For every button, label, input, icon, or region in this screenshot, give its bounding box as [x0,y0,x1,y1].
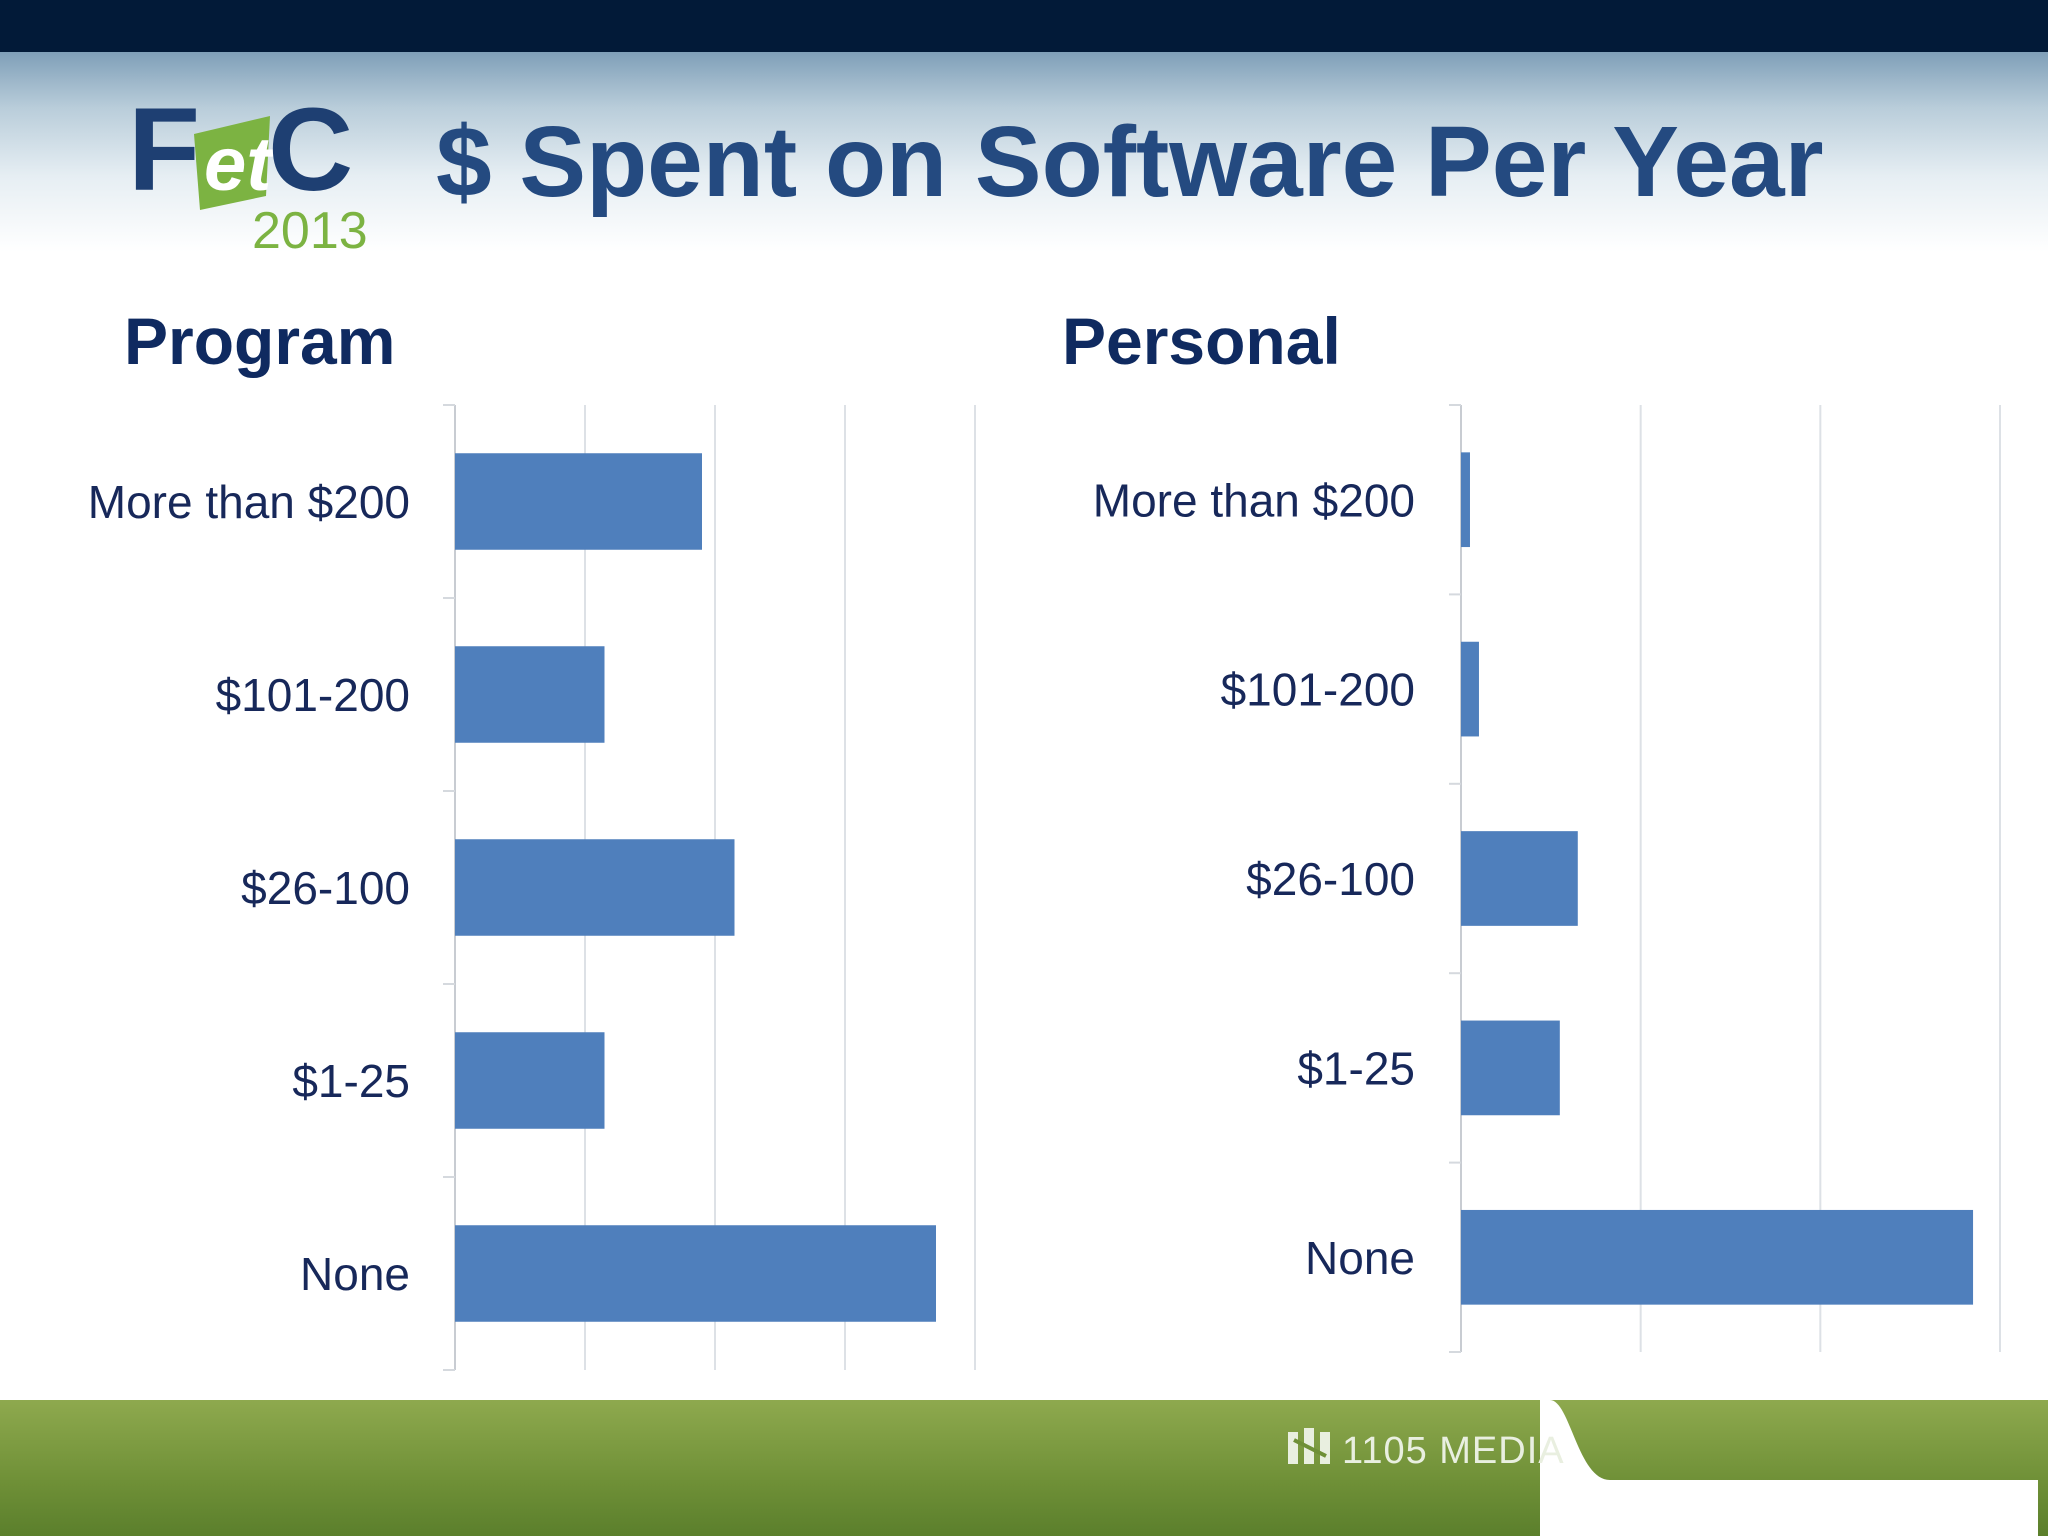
personal-category-label: $1-25 [1297,1042,1415,1094]
slide-title: $ Spent on Software Per Year [436,106,1824,218]
program-category-label: None [300,1248,410,1300]
fetc-logo: F et C 2013 [128,72,388,262]
header-band [0,52,2048,252]
personal-category-label: $26-100 [1246,853,1415,905]
fetc-logo-graphic: F et C 2013 [128,84,368,260]
personal-category-label: None [1305,1232,1415,1284]
brand-name: 1105 MEDIA [1342,1430,1565,1472]
chart-title-program: Program [124,304,396,378]
logo-year: 2013 [252,202,368,260]
program-bar [455,1032,605,1129]
personal-bar [1461,831,1578,926]
program-bar [455,646,605,743]
svg-text:et: et [204,122,274,207]
personal-category-label: More than $200 [1093,474,1415,526]
brand-mark-icon [1288,1428,1330,1464]
chart-title-personal: Personal [1062,304,1341,378]
program-bar [455,839,735,936]
program-category-label: $101-200 [216,669,410,721]
personal-bar [1461,452,1470,548]
personal-bar [1461,641,1479,737]
svg-text:F: F [128,84,200,216]
top-bar [0,0,2048,52]
program-category-label: $26-100 [241,862,410,914]
personal-bar [1461,1020,1560,1116]
program-bar [455,453,702,550]
program-category-label: More than $200 [88,476,410,528]
personal-bar [1461,1209,1974,1305]
personal-category-label: $101-200 [1221,664,1415,716]
svg-text:C: C [268,84,353,216]
footer-white-tab [1540,1400,2048,1536]
program-bar [455,1225,936,1322]
program-category-label: $1-25 [292,1055,410,1107]
